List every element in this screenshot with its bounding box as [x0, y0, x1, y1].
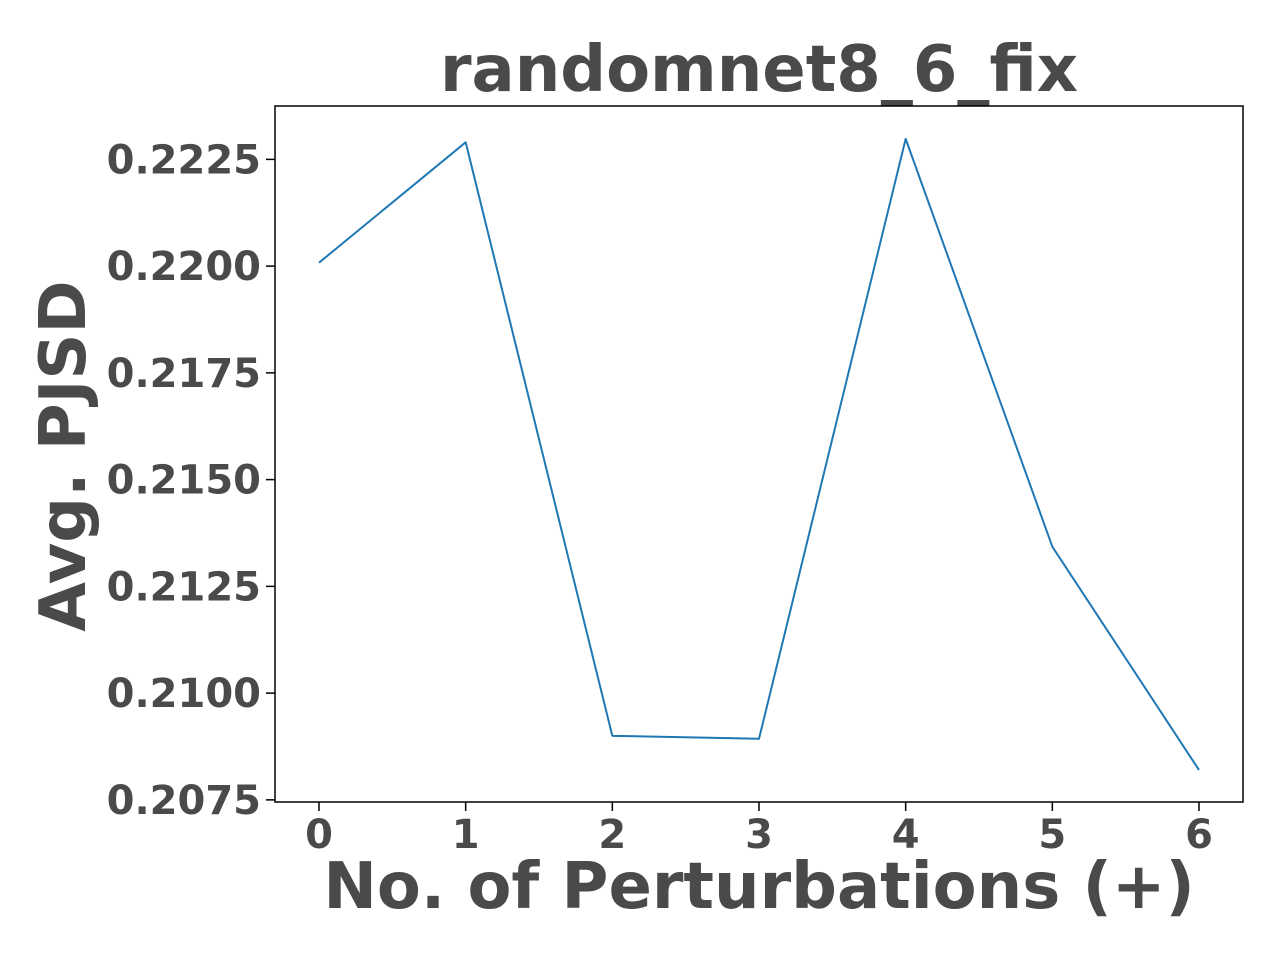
y-tick-label: 0.2175: [107, 351, 261, 397]
y-axis-label: Avg. PJSD: [27, 280, 101, 631]
series-layer: [318, 137, 1200, 771]
x-tick-label: 0: [305, 812, 333, 858]
plot-area: [274, 105, 1244, 803]
x-tick-label: 5: [1038, 812, 1066, 858]
x-tick-label: 4: [892, 812, 920, 858]
x-axis-label: No. of Perturbations (+): [323, 850, 1194, 924]
x-tick-label: 1: [452, 812, 480, 858]
x-tick-label: 2: [598, 812, 626, 858]
series-line: [318, 137, 1200, 771]
y-axis: 0.2075 0.2100 0.2125 0.2150 0.2175 0.2200 0.22…: [107, 137, 275, 824]
x-tick-label: 3: [745, 812, 773, 858]
x-tick-label: 6: [1185, 812, 1213, 858]
chart-title: randomnet8_6_fix: [440, 33, 1078, 107]
y-tick-label: 0.2150: [107, 458, 261, 504]
y-tick-label: 0.2100: [107, 671, 261, 717]
y-tick-label: 0.2075: [107, 778, 261, 824]
y-tick-label: 0.2200: [107, 244, 261, 290]
y-tick-label: 0.2125: [107, 564, 261, 610]
y-tick-label: 0.2225: [107, 137, 261, 183]
x-axis: 0 1 2 3 4 5 6: [305, 802, 1213, 858]
